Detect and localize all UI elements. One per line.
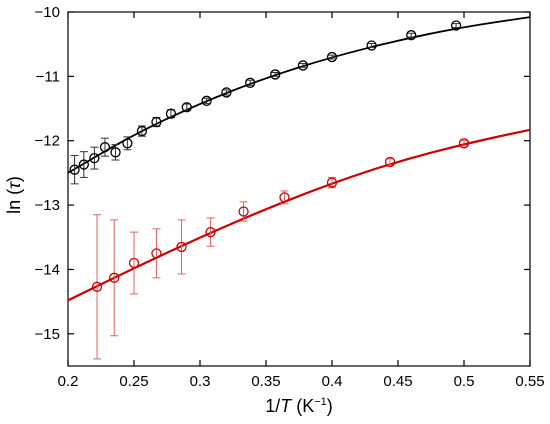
y-tick-label: −15 — [35, 326, 60, 343]
fit-curve — [67, 16, 531, 174]
x-axis-title-unit-exponent: −1 — [314, 396, 327, 408]
data-point — [221, 87, 232, 98]
data-point — [205, 226, 216, 238]
data-point — [165, 108, 177, 119]
y-tick-label: −10 — [35, 4, 60, 21]
data-point — [176, 241, 187, 253]
data-point — [89, 152, 100, 164]
x-axis-title-unit: (K — [291, 396, 314, 416]
x-axis-title: 1/T (K−1) — [265, 396, 333, 416]
y-axis-ticks: −10 −11 −12 −13 −14 −15 — [35, 4, 530, 343]
data-point — [270, 69, 281, 80]
x-axis-title-close: ) — [327, 396, 333, 416]
data-point — [366, 40, 377, 51]
series-1 — [67, 128, 531, 360]
data-point — [136, 125, 148, 137]
data-point — [109, 272, 120, 283]
series-layer — [67, 16, 531, 360]
x-tick-label: 0.25 — [119, 373, 148, 390]
data-point — [279, 192, 290, 203]
x-axis-title-prefix: 1/ — [265, 396, 280, 416]
data-point — [297, 60, 309, 71]
data-point — [384, 156, 396, 168]
y-tick-label: −12 — [35, 133, 60, 150]
x-axis-title-variable: T — [280, 396, 293, 416]
y-tick-label: −11 — [36, 68, 60, 85]
data-point — [78, 159, 89, 170]
data-point — [406, 30, 417, 41]
data-point — [151, 116, 162, 128]
y-axis-title-suffix: ) — [4, 176, 24, 182]
data-point — [69, 164, 80, 175]
series-0 — [67, 16, 531, 185]
plot-area — [67, 11, 531, 367]
x-tick-label: 0.3 — [190, 373, 211, 390]
x-tick-label: 0.2 — [58, 373, 79, 390]
x-tick-label: 0.5 — [454, 373, 475, 390]
data-point — [128, 257, 140, 269]
data-point — [245, 77, 256, 88]
x-axis-ticks: 0.2 0.25 0.3 0.35 0.4 0.45 0.5 0.55 — [58, 12, 545, 390]
data-point — [458, 138, 470, 149]
plot-frame — [67, 11, 531, 367]
x-tick-label: 0.45 — [383, 373, 412, 390]
data-point — [450, 20, 462, 31]
data-point — [201, 95, 212, 106]
x-tick-label: 0.35 — [251, 373, 280, 390]
x-tick-label: 0.55 — [515, 373, 544, 390]
fit-curve — [67, 128, 531, 302]
y-tick-label: −13 — [35, 197, 60, 214]
data-point — [326, 177, 338, 188]
y-axis-title-prefix: ln ( — [4, 189, 24, 214]
data-point — [91, 281, 103, 292]
data-point — [238, 206, 249, 217]
y-axis-title-variable: τ — [4, 181, 24, 189]
y-axis-title: ln (τ) — [4, 176, 24, 214]
data-point — [122, 138, 133, 149]
y-tick-label: −14 — [35, 261, 60, 278]
data-point — [326, 51, 338, 63]
data-point — [110, 147, 121, 158]
x-tick-label: 0.4 — [322, 373, 343, 390]
data-point — [181, 102, 192, 113]
data-point — [99, 142, 111, 153]
data-point — [151, 248, 162, 259]
